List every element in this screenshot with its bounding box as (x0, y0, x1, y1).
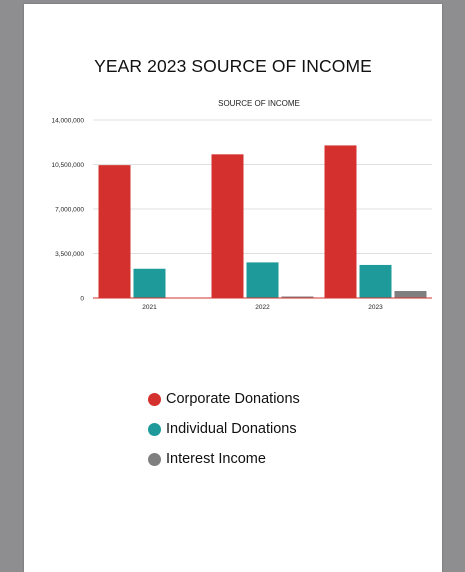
chart-title: SOURCE OF INCOME (218, 99, 300, 108)
bar-interest-income-2022 (281, 296, 314, 298)
legend-label-corporate: Corporate Donations (166, 391, 300, 407)
legend-item-interest: Interest Income (148, 444, 300, 474)
page-title: YEAR 2023 SOURCE OF INCOME (94, 56, 372, 76)
y-tick-label: 0 (80, 296, 84, 303)
legend-item-individual: Individual Donations (148, 414, 300, 444)
x-tick-label: 2023 (368, 304, 383, 311)
x-tick-label: 2022 (255, 304, 270, 311)
y-tick-label: 10,500,000 (51, 162, 84, 169)
bar-corporate-donations-2022 (211, 154, 244, 298)
income-bar-chart: 0 3,500,000 7,000,000 10,500,000 14,000,000 2… (51, 99, 432, 311)
bar-individual-donations-2021 (133, 268, 166, 298)
legend-label-interest: Interest Income (166, 451, 266, 467)
document-page: YEAR 2023 SOURCE OF INCOME 0 3,500,000 7,0… (24, 4, 442, 572)
legend-label-individual: Individual Donations (166, 421, 297, 437)
y-tick-label: 7,000,000 (55, 207, 84, 214)
chart-legend: Corporate Donations Individual Donations… (148, 384, 300, 474)
legend-item-corporate: Corporate Donations (148, 384, 300, 414)
bar-individual-donations-2022 (246, 262, 279, 298)
legend-swatch-interest (148, 452, 161, 466)
y-tick-label: 3,500,000 (55, 251, 84, 258)
legend-swatch-individual (148, 422, 161, 436)
bar-corporate-donations-2021 (98, 165, 131, 298)
x-tick-label: 2021 (142, 304, 157, 311)
legend-swatch-corporate (148, 392, 161, 406)
bar-individual-donations-2023 (359, 264, 392, 298)
bar-interest-income-2023 (394, 291, 427, 298)
y-tick-label: 14,000,000 (51, 118, 84, 125)
bar-corporate-donations-2023 (324, 145, 357, 298)
